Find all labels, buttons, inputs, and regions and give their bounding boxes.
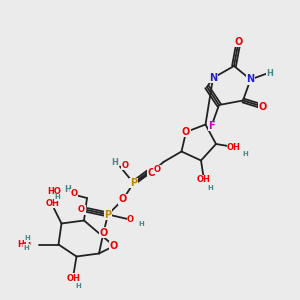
Text: H: H (266, 69, 273, 78)
Text: H: H (138, 220, 144, 226)
Text: O: O (110, 241, 118, 251)
Text: N: N (246, 74, 255, 85)
Text: O: O (119, 194, 127, 205)
Text: H: H (23, 244, 29, 250)
Text: H: H (24, 236, 30, 242)
Text: P: P (104, 209, 112, 220)
Text: OH: OH (67, 274, 80, 283)
Text: H: H (112, 158, 118, 167)
Text: O: O (122, 160, 129, 169)
Text: H: H (75, 284, 81, 290)
Text: OH: OH (227, 142, 241, 152)
Text: H: H (242, 151, 248, 157)
Text: H: H (208, 185, 214, 191)
Text: OH: OH (197, 176, 211, 184)
Text: O: O (258, 101, 267, 112)
Text: HO: HO (48, 188, 62, 196)
Text: O: O (127, 214, 134, 224)
Text: O: O (147, 167, 156, 178)
Text: P: P (130, 178, 137, 188)
Text: HO: HO (18, 240, 32, 249)
Text: O: O (234, 37, 243, 47)
Text: O: O (78, 206, 85, 214)
Text: H: H (54, 194, 60, 200)
Text: F: F (208, 121, 215, 131)
Text: O: O (71, 189, 78, 198)
Text: O: O (182, 127, 190, 137)
Text: N: N (209, 73, 217, 83)
Text: OH: OH (46, 199, 59, 208)
Text: O: O (153, 165, 161, 174)
Text: H: H (64, 185, 71, 194)
Text: O: O (99, 227, 108, 238)
